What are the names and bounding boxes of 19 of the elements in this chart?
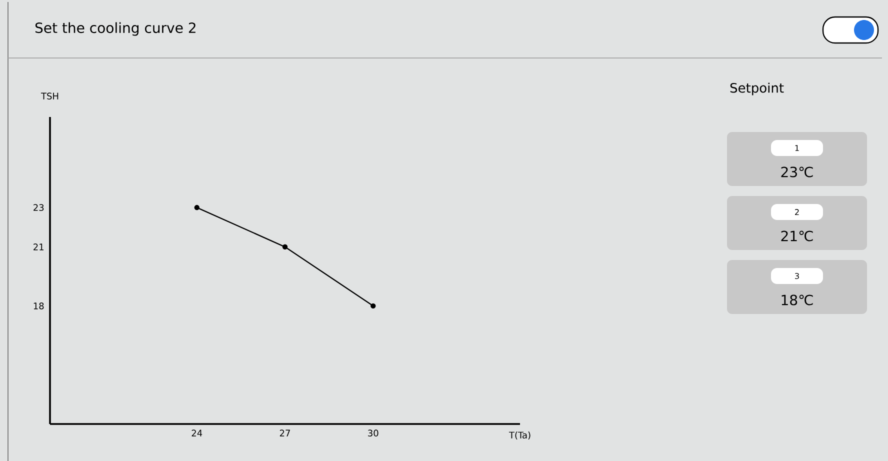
text: 2	[795, 209, 799, 215]
x-tick-label: 24	[192, 430, 202, 436]
x-tick-label: 30	[368, 430, 378, 436]
y-axis-title: TSH	[40, 92, 58, 100]
y-tick-label: 18	[34, 302, 44, 310]
x-tick-label: 27	[280, 430, 290, 436]
chart-title: Set the cooling curve 2	[35, 22, 196, 36]
y-tick-label: 23	[34, 204, 44, 211]
point	[282, 244, 288, 250]
text: 3	[795, 272, 799, 280]
text: Setpoint	[730, 82, 784, 96]
text: 21℃	[781, 230, 813, 242]
text: 18℃	[782, 294, 813, 306]
y-tick-label: 21	[34, 244, 44, 250]
text: 23℃	[781, 166, 813, 178]
text: 1	[795, 145, 799, 151]
x-axis-title: T(Ta)	[508, 432, 530, 440]
point	[370, 303, 376, 309]
point	[194, 204, 200, 210]
